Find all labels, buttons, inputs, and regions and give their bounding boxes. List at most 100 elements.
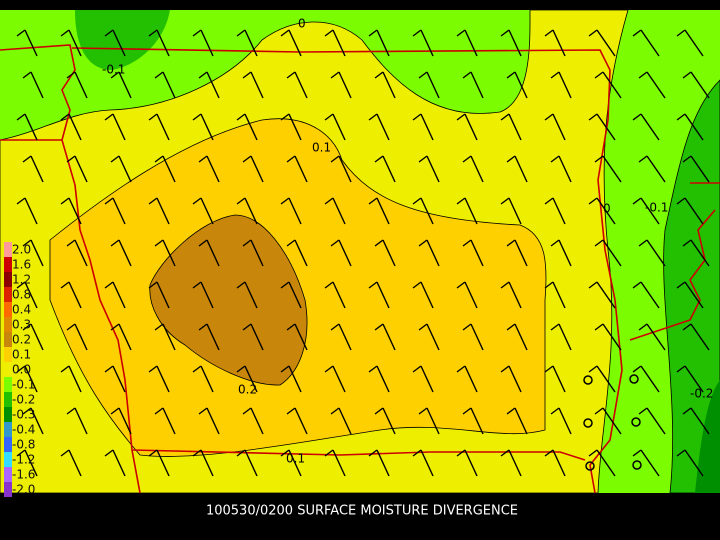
barb-flag — [198, 155, 208, 163]
barb-shaft — [68, 113, 82, 141]
barb-shaft — [206, 323, 220, 351]
barb-flag — [544, 365, 554, 373]
barb-flag — [280, 365, 290, 373]
barb-shaft — [206, 239, 220, 267]
barb-shaft — [250, 155, 264, 183]
barb-shaft — [596, 365, 616, 393]
barb-flag — [60, 113, 70, 121]
barb-flag — [324, 197, 334, 205]
state-border — [629, 209, 716, 341]
barb-flag — [16, 113, 26, 121]
barb-flag — [412, 449, 422, 457]
barb-flag — [330, 71, 340, 79]
barb-shaft — [558, 323, 572, 351]
barb-flag — [588, 281, 598, 289]
legend-label: 0.4 — [12, 303, 31, 317]
barb-shaft — [244, 197, 258, 225]
footer-bar — [0, 493, 720, 540]
barb-flag — [462, 155, 472, 163]
barb-flag — [104, 449, 114, 457]
barb-flag — [66, 323, 76, 331]
wind-barbs — [16, 29, 710, 477]
legend-swatch — [4, 287, 12, 302]
barb-flag — [550, 71, 560, 79]
barb-shaft — [112, 29, 126, 57]
contour-label: 0.2 — [238, 383, 257, 397]
barb-shaft — [558, 71, 572, 99]
station — [632, 460, 642, 470]
barb-flag — [676, 365, 686, 373]
station — [583, 375, 593, 385]
barb-flag — [418, 323, 428, 331]
barb-shaft — [206, 407, 220, 435]
barb-flag — [148, 281, 158, 289]
footer-title: 100530/0200 SURFACE MOISTURE DIVERGENCE — [206, 504, 518, 519]
barb-shaft — [250, 323, 264, 351]
barb-shaft — [420, 365, 434, 393]
barb-flag — [192, 197, 202, 205]
barb-shaft — [288, 281, 302, 309]
barb-flag — [368, 29, 378, 37]
state-border — [71, 47, 623, 494]
barb-shaft — [552, 113, 566, 141]
barb-flag — [60, 197, 70, 205]
barb-flag — [280, 197, 290, 205]
barb-shaft — [640, 449, 660, 477]
barb-flag — [148, 365, 158, 373]
barb-shaft — [684, 113, 704, 141]
barb-shaft — [24, 29, 38, 57]
barb-shaft — [244, 281, 258, 309]
barb-flag — [280, 29, 290, 37]
barb-shaft — [646, 407, 666, 435]
barb-shaft — [646, 323, 666, 351]
barb-flag — [638, 155, 648, 163]
barb-shaft — [200, 197, 214, 225]
barb-shaft — [602, 239, 622, 267]
barb-shaft — [382, 71, 396, 99]
barb-flag — [22, 407, 32, 415]
legend-swatch — [4, 257, 12, 272]
barb-flag — [632, 197, 642, 205]
legend-swatch — [4, 452, 12, 467]
field — [0, 9, 720, 494]
contour-labels: 0 -0.1 0.1 0 -0.1 0.2 0.1 -0.2 — [102, 17, 713, 466]
barb-flag — [110, 323, 120, 331]
barb-flag — [462, 323, 472, 331]
barb-shaft — [470, 71, 484, 99]
barb-flag — [462, 71, 472, 79]
barb-flag — [544, 29, 554, 37]
barb-shaft — [68, 449, 82, 477]
barb-shaft — [684, 29, 704, 57]
legend-label: -0.2 — [12, 393, 35, 407]
barb-flag — [588, 29, 598, 37]
barb-flag — [456, 365, 466, 373]
legend-swatch — [4, 347, 12, 362]
barb-flag — [676, 113, 686, 121]
barb-shaft — [244, 113, 258, 141]
barb-flag — [286, 407, 296, 415]
barb-flag — [374, 71, 384, 79]
barb-flag — [594, 239, 604, 247]
barb-flag — [632, 29, 642, 37]
barb-flag — [104, 113, 114, 121]
barb-shaft — [250, 71, 264, 99]
barb-shaft — [552, 197, 566, 225]
barb-flag — [330, 239, 340, 247]
barb-shaft — [464, 365, 478, 393]
legend-label: -0.1 — [12, 378, 35, 392]
borders — [0, 44, 720, 494]
barb-shaft — [514, 239, 528, 267]
barb-shaft — [156, 281, 170, 309]
barb-shaft — [332, 449, 346, 477]
barb-flag — [594, 407, 604, 415]
legend-label: -0.8 — [12, 438, 35, 452]
region-brown — [149, 214, 308, 386]
barb-flag — [66, 239, 76, 247]
barb-shaft — [514, 155, 528, 183]
barb-shaft — [162, 155, 176, 183]
barb-shaft — [250, 407, 264, 435]
barb-shaft — [332, 197, 346, 225]
barb-shaft — [30, 407, 44, 435]
barb-shaft — [690, 407, 710, 435]
barb-shaft — [294, 407, 308, 435]
